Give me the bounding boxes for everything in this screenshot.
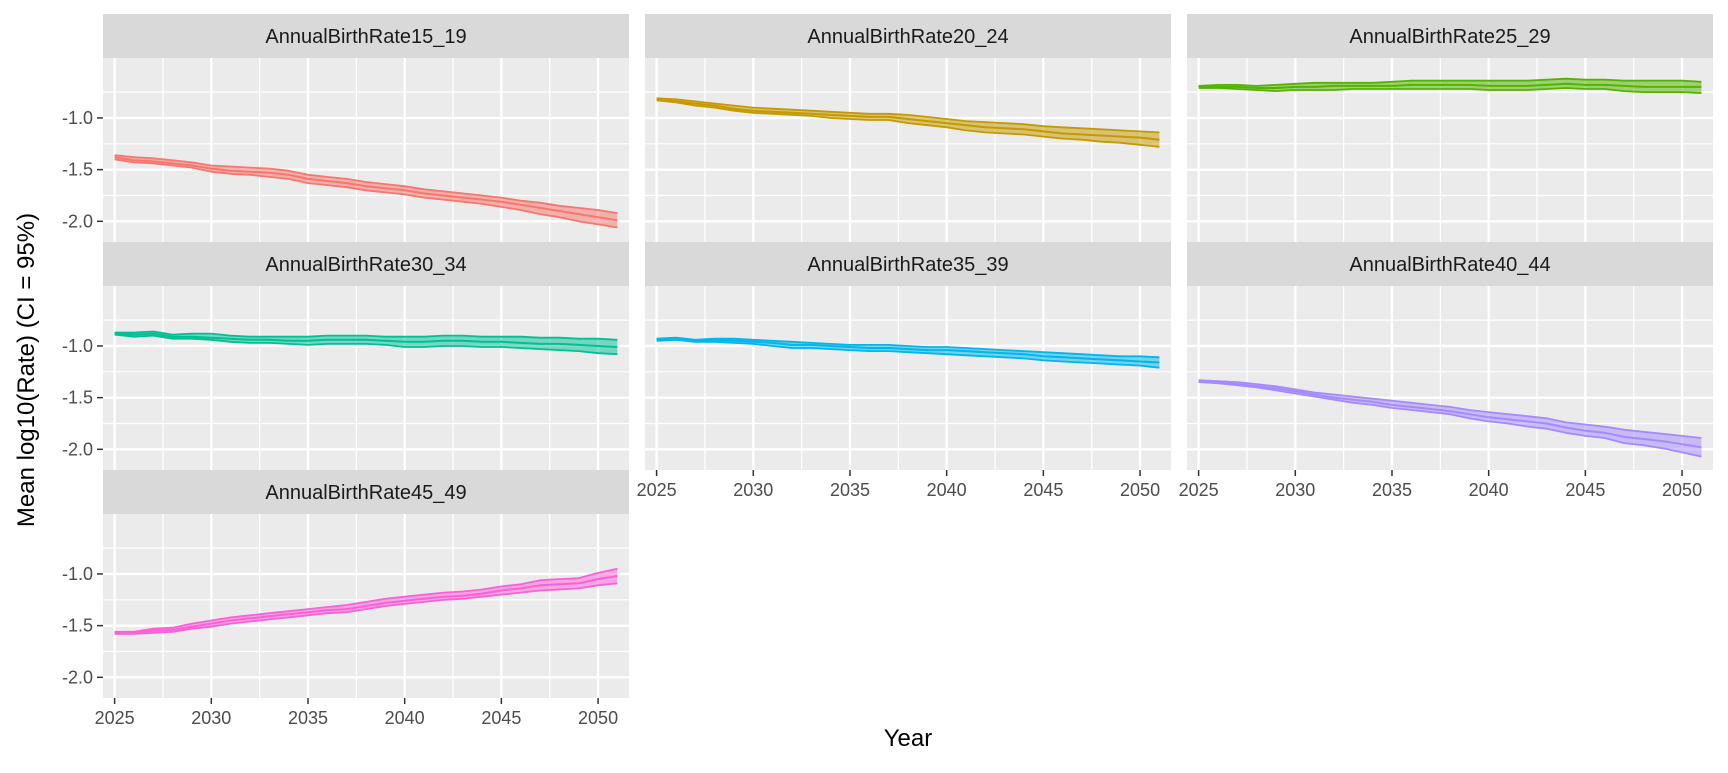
ci-lower-line	[114, 158, 618, 229]
facet-strip	[645, 242, 1171, 286]
panel-background	[645, 58, 1171, 242]
facet-title: AnnualBirthRate30_34	[265, 254, 466, 276]
ci-lower-line	[114, 333, 618, 356]
x-tick-label: 2030	[1275, 480, 1315, 500]
ci-ribbon	[656, 337, 1160, 368]
ci-lower-line	[656, 338, 1160, 369]
facet-title: AnnualBirthRate20_24	[807, 26, 1008, 48]
panel-background	[645, 286, 1171, 470]
ci-upper-line	[114, 567, 618, 633]
mean-line	[656, 98, 1160, 141]
ci-upper-line	[114, 330, 618, 341]
mean-line	[1198, 380, 1702, 449]
facet-title: AnnualBirthRate45_49	[265, 482, 466, 504]
ci-upper-line	[114, 154, 618, 214]
facet-strip	[103, 14, 629, 58]
x-tick-label: 2050	[1120, 480, 1160, 500]
ci-upper-line	[656, 336, 1160, 359]
mean-line	[114, 575, 618, 634]
facet-title: AnnualBirthRate25_29	[1349, 26, 1550, 48]
x-tick-label: 2030	[191, 708, 231, 728]
y-tick-label: -1.0	[62, 336, 93, 356]
facet-strip	[103, 470, 629, 514]
x-tick-label: 2040	[385, 708, 425, 728]
y-tick-label: -1.0	[62, 564, 93, 584]
y-tick-label: -2.0	[62, 667, 93, 687]
ci-ribbon	[114, 155, 618, 228]
x-tick-label: 2050	[1662, 480, 1702, 500]
ci-lower-line	[114, 582, 618, 635]
x-tick-label: 2025	[95, 708, 135, 728]
panel-background	[103, 286, 629, 470]
x-tick-label: 2050	[578, 708, 618, 728]
x-tick-label: 2025	[1179, 480, 1219, 500]
mean-line	[114, 332, 618, 348]
facet-strip	[103, 242, 629, 286]
x-tick-label: 2025	[637, 480, 677, 500]
y-tick-label: -1.5	[62, 160, 93, 180]
y-tick-label: -2.0	[62, 211, 93, 231]
x-tick-label: 2035	[1372, 480, 1412, 500]
x-tick-label: 2040	[1469, 480, 1509, 500]
y-tick-label: -1.5	[62, 388, 93, 408]
x-axis-title: Year	[884, 725, 933, 752]
ci-lower-line	[656, 99, 1160, 148]
ci-lower-line	[1198, 381, 1702, 458]
x-tick-label: 2045	[1023, 480, 1063, 500]
facet-title: AnnualBirthRate15_19	[265, 26, 466, 48]
y-tick-label: -1.5	[62, 616, 93, 636]
facet-strip	[1187, 242, 1713, 286]
x-tick-label: 2035	[830, 480, 870, 500]
facet-title: AnnualBirthRate35_39	[807, 254, 1008, 276]
y-axis-title: Mean log10(Rate) (CI = 95%)	[13, 213, 40, 527]
facet-title: AnnualBirthRate40_44	[1349, 254, 1550, 276]
x-tick-label: 2040	[927, 480, 967, 500]
mean-line	[1198, 82, 1702, 89]
y-tick-label: -2.0	[62, 439, 93, 459]
ci-upper-line	[656, 97, 1160, 134]
ci-upper-line	[1198, 77, 1702, 87]
x-tick-label: 2030	[733, 480, 773, 500]
facet-strip	[645, 14, 1171, 58]
mean-line	[114, 156, 618, 222]
ci-upper-line	[1198, 379, 1702, 439]
x-tick-label: 2035	[288, 708, 328, 728]
x-tick-label: 2045	[1565, 480, 1605, 500]
mean-line	[656, 337, 1160, 364]
ci-ribbon	[114, 568, 618, 634]
facet-strip	[1187, 14, 1713, 58]
ci-lower-line	[1198, 87, 1702, 94]
y-tick-label: -1.0	[62, 108, 93, 128]
x-tick-label: 2045	[481, 708, 521, 728]
